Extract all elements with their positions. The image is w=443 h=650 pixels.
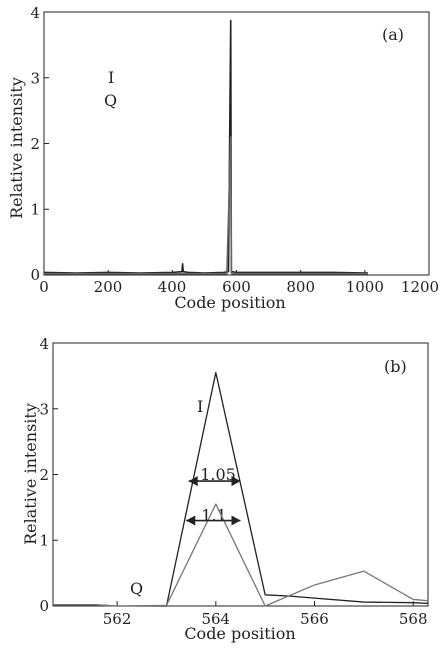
- panel-b-label-q: Q: [130, 579, 143, 598]
- panel-a-y-ticks: 0 1 2 3 4: [30, 4, 40, 284]
- panel-a-y-axis-label: Relative intensity: [7, 77, 26, 219]
- panel-a-x-axis-label: Code position: [174, 293, 285, 312]
- panel-b-y-tick-0: 0: [39, 597, 49, 615]
- panel-b-peak-label-i: I: [197, 397, 203, 416]
- panel-b-width-label-1-05: 1.05: [200, 465, 236, 484]
- panel-b-series-line-i: [53, 371, 429, 607]
- panel-b-y-axis-label: Relative intensity: [21, 403, 40, 545]
- panel-b-width-markers: [186, 476, 241, 526]
- panel-a-x-tick-600: 600: [222, 278, 251, 296]
- panel-a-x-tick-800: 800: [286, 278, 315, 296]
- panel-b-frame: [52, 342, 429, 607]
- panel-a-tick-marks: [43, 11, 430, 276]
- panel-a-x-ticks: 0 200 400 600 800 1000 1200: [39, 278, 439, 296]
- panel-b-width-arrowhead-right-1: [231, 515, 241, 526]
- panel-b-series: [53, 371, 429, 607]
- panel-a-y-tick-1: 1: [30, 201, 40, 219]
- panel-b-series-line-q: [53, 503, 429, 607]
- panel-a-y-tick-0: 0: [30, 266, 40, 284]
- panel-a-y-tick-3: 3: [30, 70, 40, 88]
- panel-a-series-line-q: [44, 136, 369, 275]
- panel-b-label: (b): [384, 357, 407, 376]
- panel-a-y-tick-4: 4: [30, 4, 40, 22]
- panel-a-x-tick-1000: 1000: [346, 278, 384, 296]
- panel-b-x-tick-564: 564: [201, 610, 230, 628]
- panel-b-x-tick-562: 562: [103, 610, 132, 628]
- panel-b-x-ticks: 562 564 566 568: [103, 610, 428, 628]
- panel-b-y-tick-1: 1: [39, 532, 49, 550]
- panel-a-frame: [43, 11, 430, 276]
- panel-b-y-tick-3: 3: [39, 401, 49, 419]
- panel-b-x-tick-568: 568: [399, 610, 428, 628]
- panel-a-legend-i: I: [108, 68, 114, 87]
- panel-b-width-arrowhead-left-0: [188, 476, 198, 487]
- panel-b-x-tick-566: 566: [300, 610, 329, 628]
- panel-a-x-tick-400: 400: [158, 278, 187, 296]
- panel-b-tick-marks: [53, 342, 414, 607]
- panel-a-legend-q: Q: [104, 91, 117, 110]
- panel-a-y-tick-2: 2: [30, 135, 40, 153]
- panel-b-y-tick-2: 2: [39, 466, 49, 484]
- panel-a-label: (a): [382, 25, 404, 44]
- panel-b-y-tick-4: 4: [39, 335, 49, 353]
- panel-a-x-tick-200: 200: [94, 278, 123, 296]
- panel-a-series-line-i: [43, 19, 369, 274]
- panel-b-y-ticks: 0 1 2 3 4: [39, 335, 49, 615]
- panel-b: (b) I Q 1.05 1.1 Code position Relative …: [21, 335, 429, 643]
- panel-b-width-arrowhead-left-1: [186, 515, 196, 526]
- panel-a-x-tick-1200: 1200: [401, 278, 439, 296]
- panel-a-series: [43, 19, 369, 275]
- panel-a-x-tick-0: 0: [39, 278, 49, 296]
- panel-a: (a) I Q Code position Relative intensity…: [7, 4, 439, 312]
- panel-b-x-axis-label: Code position: [184, 624, 295, 643]
- panel-b-width-arrowhead-right-0: [231, 476, 241, 487]
